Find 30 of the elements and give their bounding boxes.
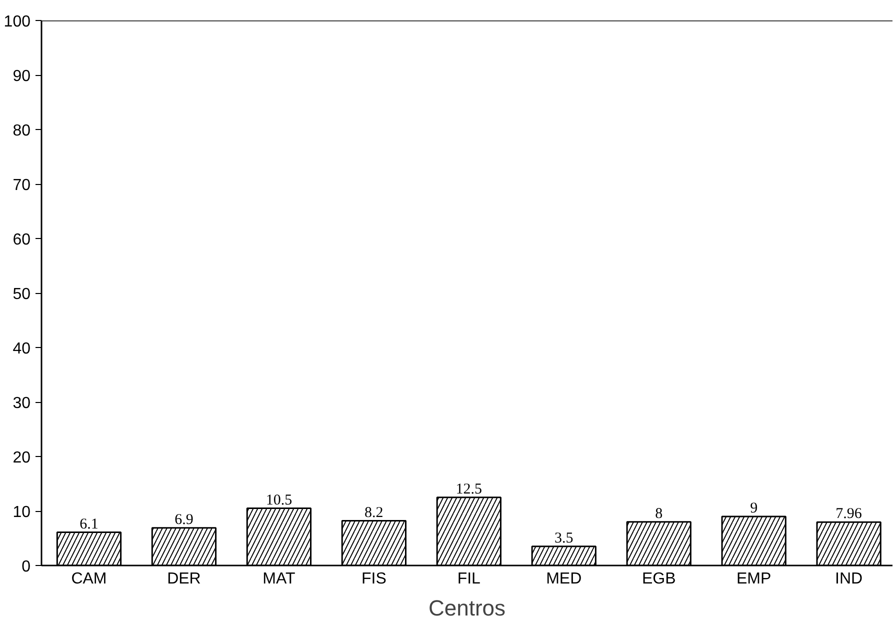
x-tick-label: MED	[546, 570, 582, 588]
y-tick-label: 0	[22, 558, 31, 576]
x-axis-title: Centros	[428, 596, 506, 620]
y-tick-label: 40	[12, 340, 31, 358]
y-tick-label: 100	[4, 14, 31, 30]
x-tick-label: DER	[167, 570, 201, 588]
y-tick-label: 50	[12, 286, 31, 303]
x-tick-label: CAM	[71, 570, 107, 588]
data-label: 12.5	[456, 481, 482, 498]
data-label: 3.5	[554, 530, 574, 546]
data-label: 6.1	[80, 516, 98, 532]
y-tick-label: 30	[12, 395, 31, 412]
y-tick-label: 10	[12, 504, 31, 521]
y-tick-label: 70	[12, 177, 31, 194]
data-label: 6.9	[174, 512, 194, 528]
y-tick-label: 60	[12, 232, 31, 248]
data-label: 10.5	[266, 492, 292, 508]
x-tick-label: EMP	[736, 570, 772, 588]
y-tick-label: 80	[12, 122, 31, 140]
data-label: 8.2	[364, 504, 384, 521]
data-label: 7.96	[836, 506, 862, 522]
y-tick-label: 90	[12, 68, 31, 85]
x-tick-label: FIS	[361, 570, 386, 588]
data-label: 9	[750, 500, 758, 516]
x-tick-label: EGB	[642, 570, 676, 588]
x-tick-label: IND	[835, 570, 863, 588]
y-tick-label: 20	[12, 450, 31, 466]
x-tick-label: FIL	[457, 570, 481, 588]
x-tick-label: MAT	[262, 570, 296, 588]
data-label: 8	[655, 506, 663, 522]
